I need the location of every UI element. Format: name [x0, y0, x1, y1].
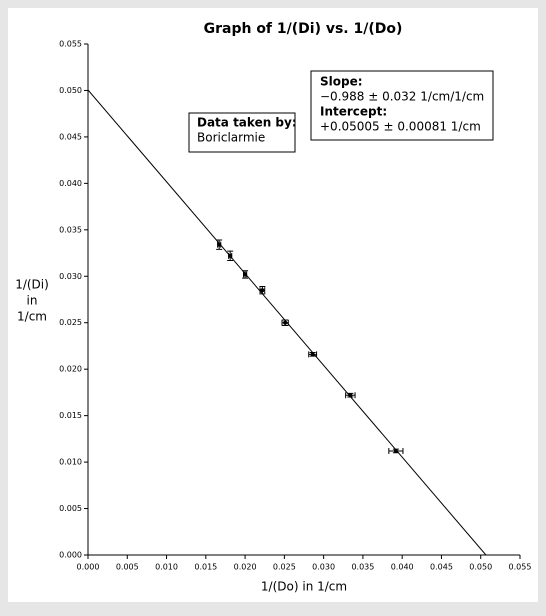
x-tick-label: 0.045	[430, 563, 453, 572]
y-axis-label: 1/(Di)	[15, 278, 49, 292]
fit-box	[310, 70, 494, 141]
note-box	[188, 112, 296, 153]
y-tick-label: 0.035	[59, 225, 82, 234]
y-tick-label: 0.040	[59, 179, 82, 188]
y-tick-label: 0.030	[59, 272, 82, 281]
y-tick-label: 0.005	[59, 504, 82, 513]
y-axis-label: in	[27, 294, 38, 308]
point	[217, 242, 222, 247]
y-tick-label: 0.020	[59, 365, 82, 374]
x-tick-label: 0.030	[312, 563, 335, 572]
x-tick-label: 0.005	[116, 563, 139, 572]
x-tick-label: 0.010	[155, 563, 178, 572]
point	[393, 448, 398, 453]
x-tick-label: 0.055	[509, 563, 532, 572]
x-tick-label: 0.000	[77, 563, 100, 572]
y-tick-label: 0.025	[59, 318, 82, 327]
x-tick-label: 0.035	[351, 563, 374, 572]
annotation: −0.988 ± 0.032 1/cm/1/cm	[320, 90, 484, 104]
point	[243, 272, 248, 277]
x-tick-label: 0.025	[273, 563, 296, 572]
annotation: +0.05005 ± 0.00081 1/cm	[320, 120, 481, 134]
chart-title: Graph of 1/(Di) vs. 1/(Do)	[204, 21, 403, 37]
y-axis-label: 1/cm	[17, 310, 47, 324]
annotation: Data taken by:	[197, 116, 297, 130]
point	[348, 393, 353, 398]
annotation: Intercept:	[320, 105, 387, 119]
x-tick-label: 0.020	[234, 563, 257, 572]
y-tick-label: 0.000	[59, 551, 82, 560]
y-tick-label: 0.045	[59, 132, 82, 141]
point	[310, 352, 315, 357]
y-tick-label: 0.050	[59, 86, 82, 95]
x-tick-label: 0.040	[391, 563, 414, 572]
point	[260, 288, 265, 293]
y-tick-label: 0.010	[59, 458, 82, 467]
x-axis-label: 1/(Do) in 1/cm	[261, 580, 347, 594]
x-tick-label: 0.050	[469, 563, 492, 572]
point	[228, 253, 233, 258]
annotation: Slope:	[320, 75, 363, 89]
y-tick-label: 0.015	[59, 411, 82, 420]
x-tick-label: 0.015	[194, 563, 217, 572]
point	[283, 320, 288, 325]
annotation: Boriclarmie	[197, 131, 265, 145]
y-tick-label: 0.055	[59, 40, 82, 49]
